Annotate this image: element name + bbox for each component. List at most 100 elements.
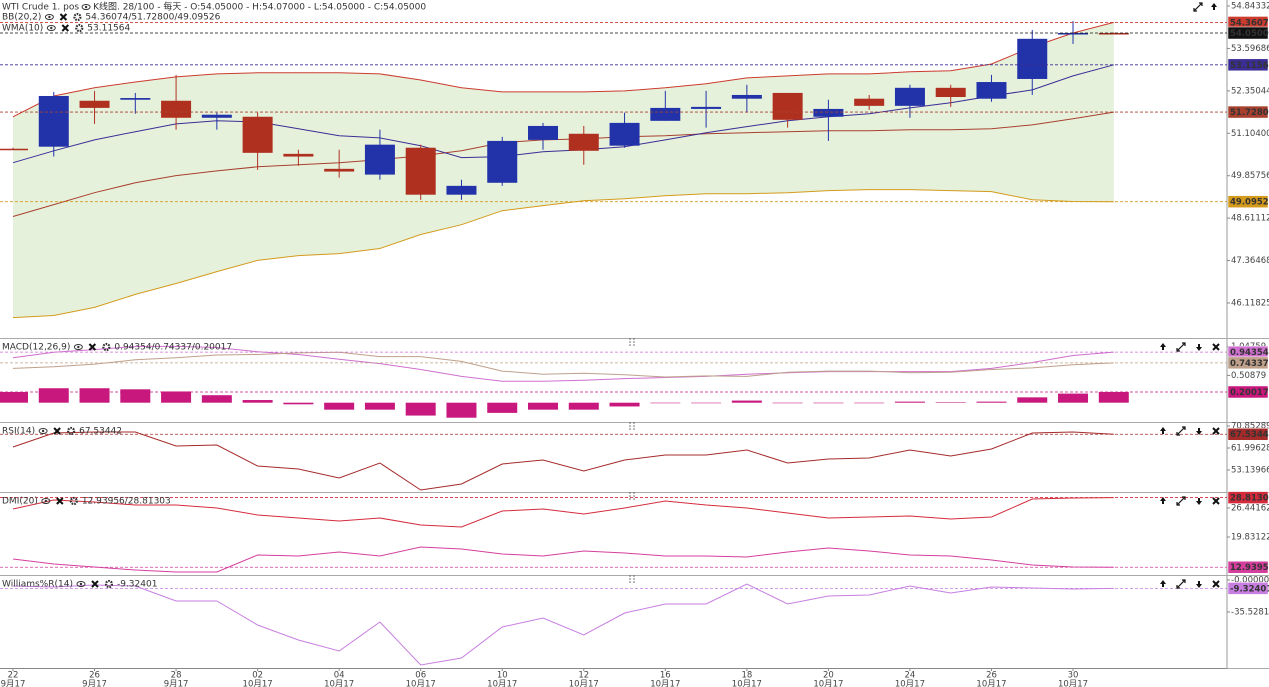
move-up-button[interactable] (1160, 427, 1166, 434)
candle-body (935, 87, 966, 98)
grip-dot (633, 575, 635, 577)
value-badge (1227, 26, 1269, 40)
maximize-button[interactable] (1193, 2, 1203, 12)
legend-label: BB(20,2) (2, 13, 41, 23)
eye-icon[interactable] (44, 14, 54, 20)
settings-icon[interactable] (67, 426, 76, 436)
move-up-button[interactable] (1160, 580, 1166, 587)
histogram-bar (894, 401, 925, 403)
candle-body (0, 148, 28, 151)
maximize-button[interactable] (1176, 579, 1186, 589)
histogram-bar (935, 402, 966, 403)
y-tick-label: 46.11825 (1231, 299, 1269, 309)
move-up-button[interactable] (1160, 497, 1166, 504)
value-badge (1227, 58, 1269, 72)
candle-body (691, 106, 722, 109)
x-tick-month: 10月17 (895, 680, 925, 687)
x-tick-label: 04 (334, 671, 345, 681)
grip-dot (629, 428, 631, 430)
move-down-button[interactable] (1196, 581, 1202, 588)
plot-area (12, 431, 1114, 491)
x-tick-label: 02 (252, 671, 263, 681)
remove-icon[interactable] (1212, 343, 1220, 351)
remove-icon[interactable] (56, 497, 64, 505)
remove-icon[interactable] (61, 24, 70, 32)
histogram-bar (813, 402, 844, 404)
remove-icon[interactable] (1212, 497, 1220, 505)
remove-icon[interactable] (88, 343, 97, 351)
move-up-button[interactable] (1160, 343, 1166, 350)
value-badge-label: -9.32401 (1230, 584, 1269, 594)
histogram-bar (1058, 393, 1089, 403)
y-tick-label: 53.13966 (1231, 465, 1269, 475)
settings-icon[interactable] (102, 342, 111, 352)
indicator-line (12, 64, 1114, 164)
grip-dot (629, 338, 631, 340)
grip-dot (629, 578, 631, 580)
indicator-line (12, 431, 1114, 491)
value-badge-label: 12.93956 (1230, 563, 1269, 573)
candle-body (568, 133, 599, 151)
value-badge (1227, 105, 1269, 119)
move-down-button[interactable] (1196, 498, 1202, 505)
plot-area (12, 583, 1114, 666)
indicator-line (12, 497, 1114, 528)
x-tick-month: 10月17 (569, 680, 599, 687)
remove-icon[interactable] (59, 13, 68, 21)
eye-icon[interactable] (76, 581, 86, 587)
eye-pupil (48, 15, 51, 19)
move-down-button[interactable] (1196, 428, 1202, 435)
value-badge (1227, 195, 1269, 208)
y-tick-label: 47.36468 (1231, 256, 1269, 266)
histogram-bar (1098, 391, 1129, 403)
maximize-button[interactable] (1176, 426, 1186, 436)
settings-icon[interactable] (75, 23, 84, 33)
eye-icon[interactable] (41, 498, 51, 504)
candle-body (120, 98, 151, 100)
grip-dot (629, 498, 631, 500)
move-up-button[interactable] (1211, 3, 1217, 10)
value-badge (1227, 385, 1269, 399)
candle-body (854, 98, 885, 106)
x-tick-label: 26 (89, 671, 100, 681)
indicator-line (12, 21, 1114, 118)
grip-dot (633, 344, 635, 346)
candle-body (487, 140, 518, 183)
remove-icon[interactable] (53, 427, 61, 435)
value-badge (1227, 491, 1269, 504)
x-tick-month: 10月17 (813, 680, 843, 687)
y-tick-label: 53.59686 (1231, 44, 1269, 54)
value-badge-label: 53.11564 (1230, 61, 1269, 71)
settings-icon[interactable] (104, 579, 114, 589)
histogram-bar (568, 402, 599, 410)
eye-icon[interactable] (38, 428, 48, 434)
candle-body (405, 147, 436, 195)
value-badge-label: 67.53442 (1230, 430, 1269, 440)
histogram-bar (487, 402, 518, 413)
value-badge (1227, 582, 1269, 595)
histogram-bar (691, 402, 722, 404)
settings-icon[interactable] (69, 496, 78, 506)
eye-icon[interactable] (46, 25, 56, 31)
y-tick-label: 51.10400 (1231, 129, 1269, 139)
y-tick-label: 52.35044 (1231, 86, 1269, 96)
maximize-button[interactable] (1176, 496, 1186, 506)
maximize-button[interactable] (1176, 342, 1186, 352)
x-tick-month: 10月17 (650, 680, 680, 687)
remove-icon[interactable] (1212, 580, 1220, 588)
eye-icon[interactable] (73, 344, 83, 350)
candle-body (364, 144, 395, 175)
move-down-button[interactable] (1196, 344, 1202, 351)
histogram-bar (201, 395, 232, 403)
settings-icon[interactable] (73, 12, 82, 22)
x-tick-label: 20 (823, 671, 834, 681)
remove-icon[interactable] (1212, 427, 1220, 435)
y-tick-label: 26.44162 (1231, 503, 1269, 513)
legend-label: Williams%R(14) (2, 580, 73, 590)
indicator-line (12, 111, 1114, 217)
indicator-line (12, 351, 1114, 378)
eye-icon[interactable] (81, 4, 91, 10)
candle-body (1098, 33, 1129, 35)
remove-icon[interactable] (91, 580, 99, 588)
grip-dot (633, 492, 635, 494)
